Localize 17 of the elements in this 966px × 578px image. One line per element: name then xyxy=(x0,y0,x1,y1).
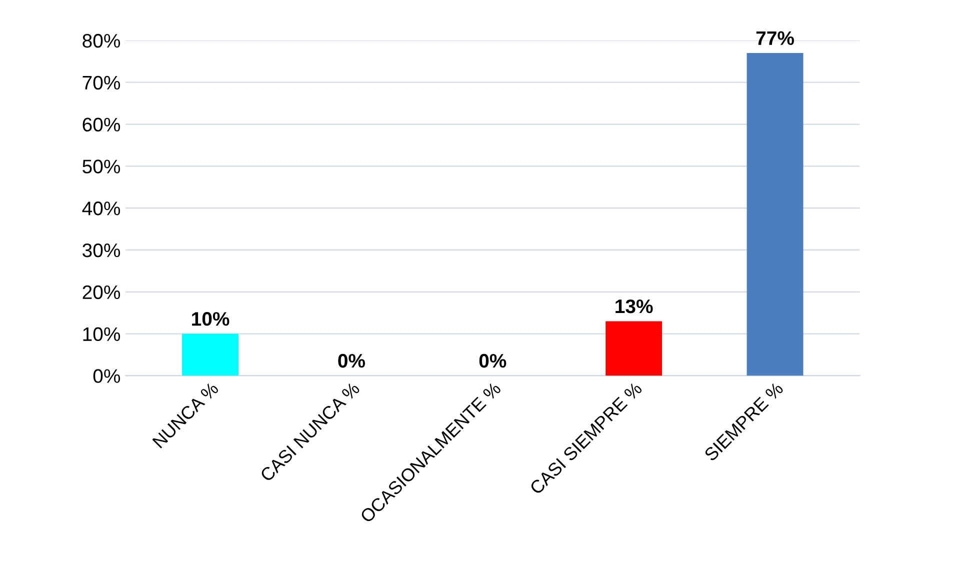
y-tick-label: 30% xyxy=(82,243,120,258)
y-tick-label: 20% xyxy=(82,285,120,300)
y-tick-label: 10% xyxy=(83,327,120,342)
bar xyxy=(182,334,239,376)
y-tick-label: 80% xyxy=(82,34,120,48)
bar xyxy=(746,53,804,376)
y-tick-label: 60% xyxy=(82,118,120,132)
y-tick-label: 0% xyxy=(93,369,120,383)
data-label: 0% xyxy=(338,354,366,368)
data-label: 10% xyxy=(192,312,230,326)
data-label: 77% xyxy=(756,31,794,45)
y-tick-label: 70% xyxy=(82,76,120,90)
bar xyxy=(606,321,662,376)
data-label: 0% xyxy=(479,354,506,368)
y-tick-label: 40% xyxy=(82,202,120,216)
y-tick-label: 50% xyxy=(82,160,120,174)
data-label: 13% xyxy=(616,299,653,314)
